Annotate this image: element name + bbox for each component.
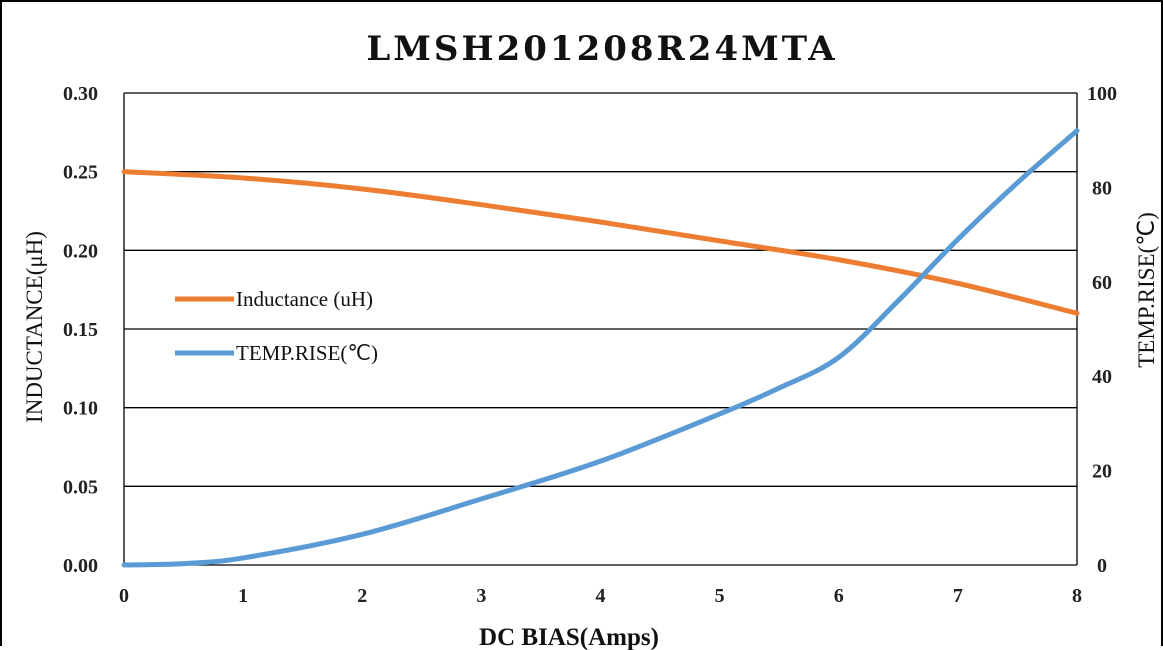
y-axis-label-left: INDUCTANCE(μH) [22, 231, 47, 423]
series-line-temp-rise [121, 128, 1080, 568]
y-right-tick-label: 60 [1092, 272, 1112, 294]
y-left-tick-label: 0.10 [63, 398, 98, 420]
y-axis-label-right: TEMP.RISE(℃) [1134, 212, 1159, 368]
x-tick-label: 0 [119, 585, 129, 607]
y-right-tick-label: 20 [1092, 461, 1112, 483]
y-left-tick-label: 0.15 [63, 319, 98, 341]
series-lines [121, 128, 1080, 568]
tick-labels: 0.000.050.100.150.200.250.30020406080100… [63, 83, 1117, 607]
y-right-tick-label: 0 [1097, 555, 1107, 577]
y-left-tick-label: 0.20 [63, 240, 98, 262]
x-tick-label: 3 [476, 585, 486, 607]
gridlines [123, 92, 1078, 566]
y-right-tick-label: 100 [1087, 83, 1117, 105]
y-left-tick-label: 0.00 [63, 555, 98, 577]
x-tick-label: 1 [238, 585, 248, 607]
x-tick-label: 4 [596, 585, 606, 607]
series-line-inductance [121, 169, 1080, 316]
y-right-tick-label: 40 [1092, 366, 1112, 388]
chart-title: LMSH201208R24MTA [366, 29, 837, 69]
y-left-tick-label: 0.05 [63, 476, 98, 498]
x-tick-label: 8 [1072, 585, 1082, 607]
x-tick-label: 6 [834, 585, 844, 607]
y-right-tick-label: 80 [1092, 177, 1112, 199]
x-tick-label: 5 [715, 585, 725, 607]
x-tick-label: 7 [953, 585, 963, 607]
legend-label: TEMP.RISE(℃) [236, 341, 378, 365]
x-axis-label: DC BIAS(Amps) [479, 624, 659, 650]
y-left-tick-label: 0.25 [63, 162, 98, 184]
legend-label: Inductance (uH) [236, 287, 373, 311]
y-left-tick-label: 0.30 [63, 83, 98, 105]
x-tick-label: 2 [357, 585, 367, 607]
legend: Inductance (uH) TEMP.RISE(℃) [175, 287, 378, 365]
